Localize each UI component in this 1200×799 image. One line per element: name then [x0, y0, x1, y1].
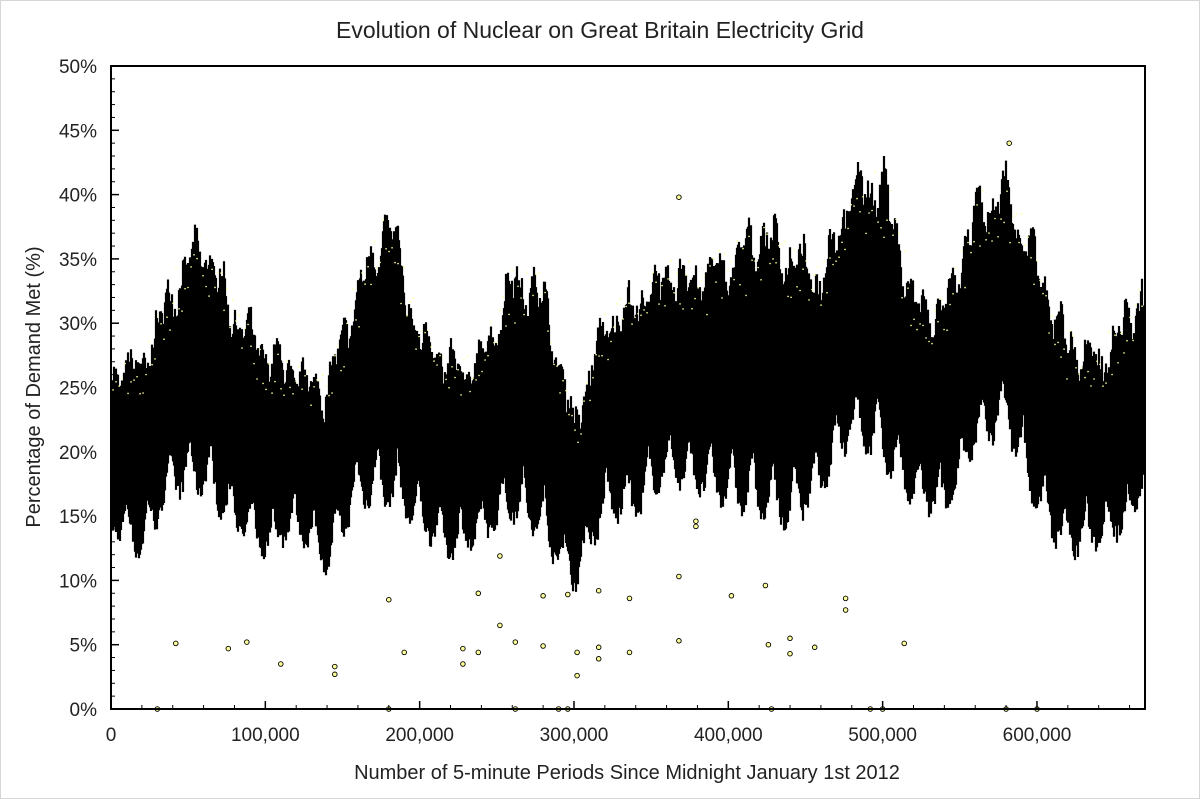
data-point — [901, 640, 907, 647]
data-point — [565, 591, 571, 598]
data-point — [595, 587, 602, 594]
y-tick-label: 15% — [59, 507, 97, 528]
data-point — [540, 593, 546, 599]
data-point — [244, 639, 250, 645]
data-point — [574, 649, 580, 656]
x-tick-label: 400,000 — [694, 725, 763, 746]
dense-data-band — [110, 156, 1145, 592]
data-point — [278, 661, 284, 667]
data-point — [225, 645, 232, 652]
data-point — [762, 582, 769, 589]
data-point — [626, 595, 633, 602]
data-point — [693, 518, 699, 524]
x-axis: 0 100,000 200,000 300,000 400,000 500,000 600,… — [106, 701, 1131, 746]
data-point — [765, 641, 772, 648]
y-axis-label: Percentage of Demand Met (%) — [23, 246, 45, 527]
data-point — [497, 622, 503, 629]
y-tick-label: 5% — [70, 636, 98, 657]
data-point — [475, 590, 482, 597]
data-point — [842, 595, 849, 602]
dense-band-path — [110, 156, 1145, 592]
y-axis: 0% 5% 10% 15% 20% 25% 30% 35% 40% 45% 50% — [59, 57, 119, 721]
chart-title: Evolution of Nuclear on Great Britain El… — [336, 17, 864, 43]
y-tick-label: 25% — [59, 379, 97, 400]
band-highlights — [112, 171, 1143, 444]
data-point — [676, 194, 682, 200]
data-point — [676, 638, 682, 644]
x-tick-label: 0 — [106, 725, 117, 746]
data-point — [728, 593, 735, 599]
data-point — [332, 671, 338, 678]
data-point — [574, 672, 580, 679]
data-point — [595, 656, 602, 662]
data-point — [386, 596, 392, 603]
data-point — [787, 650, 793, 657]
data-point — [475, 649, 482, 656]
data-point — [626, 649, 633, 656]
y-tick-label: 10% — [59, 571, 97, 592]
data-point — [460, 661, 466, 667]
y-tick-label: 35% — [59, 250, 97, 271]
y-tick-label: 20% — [59, 443, 97, 464]
data-point — [332, 663, 338, 670]
y-tick-label: 40% — [59, 186, 97, 207]
data-point — [497, 553, 503, 559]
data-point — [842, 607, 849, 613]
data-point — [540, 643, 546, 649]
data-point — [595, 644, 602, 651]
y-tick-label: 50% — [59, 57, 97, 78]
x-axis-label: Number of 5-minute Periods Since Midnigh… — [354, 762, 900, 784]
data-point — [512, 639, 519, 645]
data-point — [811, 644, 818, 651]
y-tick-label: 30% — [59, 314, 97, 335]
data-point — [460, 645, 466, 652]
x-tick-label: 200,000 — [385, 725, 454, 746]
y-tick-label: 0% — [70, 700, 98, 721]
data-point — [693, 523, 699, 530]
data-point — [1006, 140, 1012, 146]
plot-area — [110, 140, 1145, 712]
y-tick-label: 45% — [59, 121, 97, 142]
x-tick-label: 300,000 — [540, 725, 609, 746]
x-tick-label: 100,000 — [231, 725, 300, 746]
x-tick-label: 500,000 — [848, 725, 917, 746]
data-point — [676, 573, 682, 580]
data-point — [401, 649, 407, 656]
data-point — [173, 640, 179, 647]
x-tick-label: 600,000 — [1003, 725, 1072, 746]
data-point — [787, 635, 793, 642]
